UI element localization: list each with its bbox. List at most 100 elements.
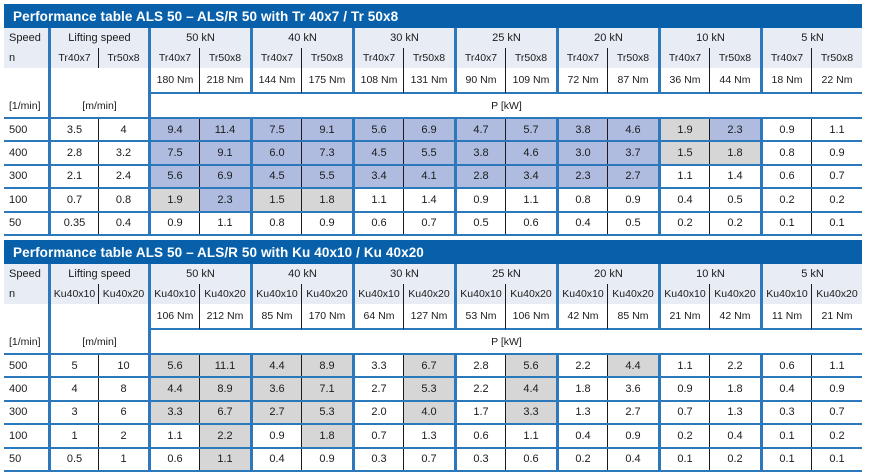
screw-b-header: Ku40x20 bbox=[199, 284, 250, 304]
power-value: 0.2 bbox=[760, 189, 811, 211]
torque-value: 11 Nm bbox=[760, 304, 811, 330]
performance-table-tr: Performance table ALS 50 – ALS/R 50 with… bbox=[4, 4, 862, 236]
power-value: 0.7 bbox=[352, 425, 403, 447]
power-value: 1.1 bbox=[658, 165, 709, 188]
power-value: 0.3 bbox=[454, 448, 505, 470]
power-value: 0.9 bbox=[811, 378, 862, 400]
empty-cell bbox=[48, 304, 148, 330]
power-value: 5.3 bbox=[403, 378, 454, 400]
screw-b-header: Tr50x8 bbox=[709, 48, 760, 68]
power-value: 1.8 bbox=[709, 378, 760, 400]
header-row-loads: Speed Lifting speed 50 kN 40 kN 30 kN 25 kN 20… bbox=[4, 28, 862, 48]
power-value: 9.1 bbox=[301, 119, 352, 141]
lifting-speed-value: 2 bbox=[98, 425, 148, 447]
power-value: 9.1 bbox=[199, 142, 250, 164]
load-group-header: 50 kN bbox=[148, 264, 250, 284]
lifting-unit-label: [m/min] bbox=[48, 94, 148, 117]
power-value: 3.4 bbox=[352, 165, 403, 188]
power-value: 4.6 bbox=[607, 119, 658, 141]
screw-a-header: Tr40x7 bbox=[556, 48, 607, 68]
power-value: 1.4 bbox=[709, 165, 760, 188]
power-value: 1.1 bbox=[505, 425, 556, 447]
power-value: 2.8 bbox=[454, 355, 505, 377]
power-value: 4.0 bbox=[403, 401, 454, 424]
power-value: 2.3 bbox=[556, 165, 607, 188]
power-value: 1.8 bbox=[301, 425, 352, 447]
torque-value: 42 Nm bbox=[709, 304, 760, 330]
power-value: 8.9 bbox=[199, 378, 250, 400]
screw-a-header: Ku40x10 bbox=[250, 284, 301, 304]
power-value: 5.6 bbox=[505, 355, 556, 377]
power-value: 0.7 bbox=[811, 165, 862, 188]
screw-a-header: Ku40x10 bbox=[760, 284, 811, 304]
load-group-header: 40 kN bbox=[250, 28, 352, 48]
torque-value: 21 Nm bbox=[811, 304, 862, 330]
lifting-speed-value: 0.7 bbox=[48, 189, 98, 211]
header-row-units: [1/min] [m/min] P [kW] bbox=[4, 94, 862, 117]
power-value: 4.4 bbox=[505, 378, 556, 400]
power-value: 3.7 bbox=[607, 142, 658, 164]
screw-b-header: Ku40x20 bbox=[301, 284, 352, 304]
power-value: 4.6 bbox=[505, 142, 556, 164]
power-value: 2.7 bbox=[607, 401, 658, 424]
lifting-screw-a-header: Tr40x7 bbox=[48, 48, 98, 68]
table-row: 500 3.5 4 9.4 11.4 7.5 9.1 5.6 6.9 4.7 5.7 3.8 4.6 1.… bbox=[4, 117, 862, 141]
speed-value: 50 bbox=[9, 453, 22, 466]
power-value: 5.6 bbox=[148, 165, 199, 188]
header-row-loads: Speed Lifting speed 50 kN 40 kN 30 kN 25 kN 20… bbox=[4, 264, 862, 284]
power-unit-label: P [kW] bbox=[148, 330, 862, 353]
load-group-header: 20 kN bbox=[556, 264, 658, 284]
table-row: 100 1 2 1.1 2.2 0.9 1.8 0.7 1.3 0.6 1.1 0.4 0.9 0.2 0.… bbox=[4, 423, 862, 447]
lifting-speed-header: Lifting speed bbox=[48, 264, 148, 284]
power-value: 4.4 bbox=[607, 355, 658, 377]
power-value: 1.8 bbox=[301, 189, 352, 211]
power-value: 0.7 bbox=[811, 401, 862, 424]
speed-symbol: n bbox=[4, 48, 48, 68]
lifting-speed-value: 1 bbox=[98, 448, 148, 470]
header-row-screws: n Ku40x10 Ku40x20 Ku40x10 Ku40x20 Ku40x10 Ku40… bbox=[4, 284, 862, 304]
power-value: 1.3 bbox=[709, 401, 760, 424]
power-value: 0.2 bbox=[811, 189, 862, 211]
speed-value: 300 bbox=[9, 406, 28, 419]
speed-value: 500 bbox=[9, 359, 28, 372]
power-value: 1.5 bbox=[250, 189, 301, 211]
power-value: 6.7 bbox=[403, 355, 454, 377]
power-value: 0.2 bbox=[658, 212, 709, 234]
power-value: 3.4 bbox=[505, 165, 556, 188]
power-value: 1.3 bbox=[403, 425, 454, 447]
power-value: 6.9 bbox=[403, 119, 454, 141]
lifting-unit-label: [m/min] bbox=[48, 330, 148, 353]
torque-value: 109 Nm bbox=[505, 68, 556, 94]
screw-b-header: Tr50x8 bbox=[199, 48, 250, 68]
lifting-screw-a-header: Ku40x10 bbox=[48, 284, 98, 304]
power-unit-label: P [kW] bbox=[148, 94, 862, 117]
power-value: 3.6 bbox=[607, 378, 658, 400]
speed-value: 300 bbox=[9, 170, 28, 183]
torque-value: 85 Nm bbox=[607, 304, 658, 330]
speed-value: 400 bbox=[9, 147, 28, 160]
power-value: 0.1 bbox=[760, 212, 811, 234]
load-group-header: 25 kN bbox=[454, 264, 556, 284]
speed-value: 50 bbox=[9, 217, 22, 230]
speed-column-header: Speed bbox=[4, 28, 48, 48]
empty-cell bbox=[4, 304, 48, 330]
power-value: 0.2 bbox=[709, 448, 760, 470]
screw-a-header: Tr40x7 bbox=[760, 48, 811, 68]
power-value: 0.1 bbox=[658, 448, 709, 470]
power-value: 0.1 bbox=[811, 448, 862, 470]
screw-a-header: Tr40x7 bbox=[148, 48, 199, 68]
speed-unit-label: [1/min] bbox=[4, 94, 48, 117]
power-value: 2.8 bbox=[454, 165, 505, 188]
torque-value: 212 Nm bbox=[199, 304, 250, 330]
table-title: Performance table ALS 50 – ALS/R 50 with… bbox=[4, 240, 862, 264]
power-value: 0.3 bbox=[760, 401, 811, 424]
lifting-speed-value: 4 bbox=[98, 119, 148, 141]
torque-value: 144 Nm bbox=[250, 68, 301, 94]
torque-value: 18 Nm bbox=[760, 68, 811, 94]
power-value: 0.2 bbox=[658, 425, 709, 447]
power-value: 1.1 bbox=[811, 355, 862, 377]
power-value: 0.9 bbox=[301, 448, 352, 470]
lifting-speed-value: 3.5 bbox=[48, 119, 98, 141]
power-value: 9.4 bbox=[148, 119, 199, 141]
power-value: 1.4 bbox=[403, 189, 454, 211]
